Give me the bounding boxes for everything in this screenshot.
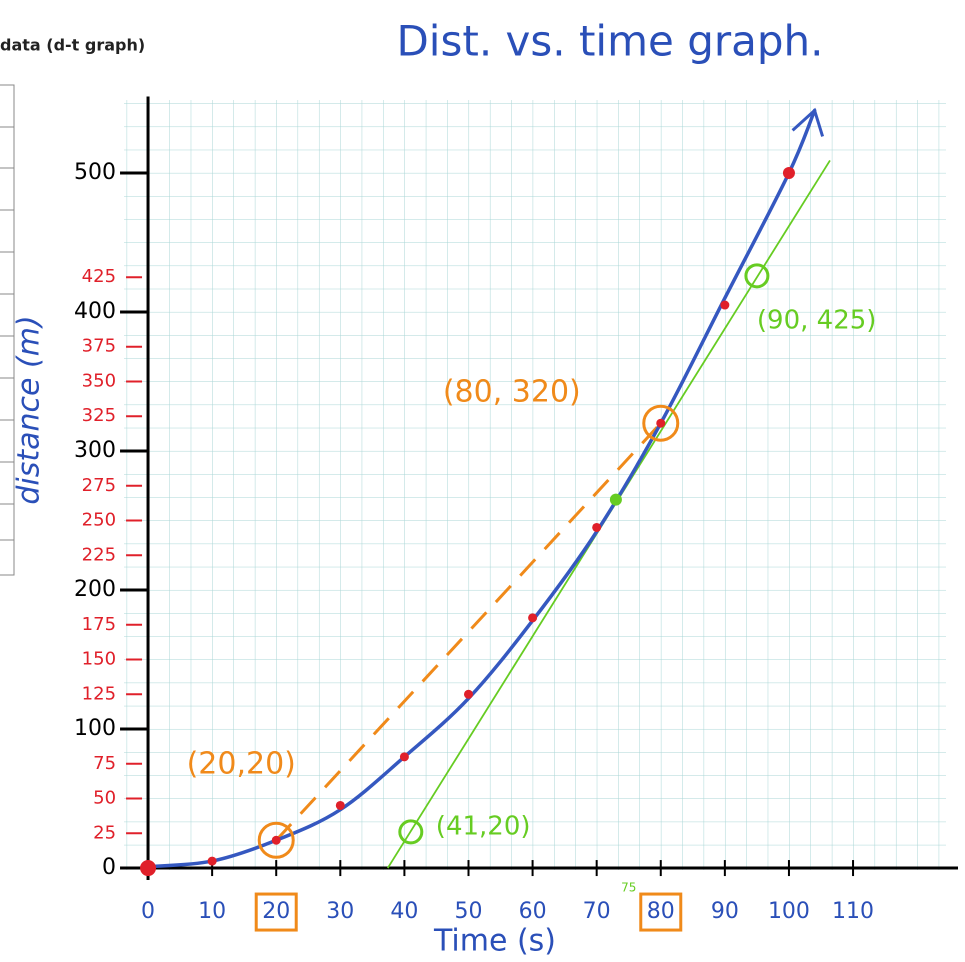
x-tick-label: 60: [519, 899, 547, 924]
data-point: [464, 690, 473, 699]
x-tick-label: 10: [198, 899, 226, 924]
annotation-label: (90, 425): [757, 305, 877, 335]
annotation-label: (20,20): [187, 747, 296, 782]
y-minor-tick-label: 75: [93, 753, 116, 774]
x-tick-label: 30: [326, 899, 354, 924]
data-point: [140, 860, 156, 876]
x-tick-label: 70: [583, 899, 611, 924]
annotation-label: (41,20): [436, 811, 531, 841]
note: 75: [621, 881, 636, 895]
data-point: [336, 801, 345, 810]
y-axis-label: distance (m): [12, 315, 47, 504]
annotation-label: (80, 320): [443, 375, 581, 410]
x-tick-label: 50: [454, 899, 482, 924]
x-tick-label: 110: [832, 899, 874, 924]
y-minor-tick-label: 50: [93, 788, 116, 809]
x-tick-label: 0: [141, 899, 155, 924]
header: data (d-t graph): [0, 36, 145, 55]
y-minor-tick-label: 325: [82, 405, 116, 426]
y-tick-label: 400: [74, 299, 116, 324]
x-tick-label: 90: [711, 899, 739, 924]
data-point: [592, 523, 601, 532]
x-tick-label: 100: [768, 899, 810, 924]
y-minor-tick-label: 25: [93, 822, 116, 843]
data-point: [208, 857, 217, 866]
y-minor-tick-label: 125: [82, 683, 116, 704]
y-minor-tick-label: 150: [82, 649, 116, 670]
y-tick-label: 100: [74, 716, 116, 741]
y-minor-tick-label: 350: [82, 370, 116, 391]
data-point: [528, 613, 537, 622]
data-point: [720, 301, 729, 310]
y-minor-tick-label: 175: [82, 614, 116, 635]
x-tick-label: 80: [647, 899, 675, 924]
tangent-point: [610, 494, 622, 506]
page: data (d-t graph) Dist. vs. time graph. T…: [0, 0, 965, 962]
x-tick-label: 40: [390, 899, 418, 924]
data-point: [783, 167, 795, 179]
y-tick-label: 300: [74, 438, 116, 463]
data-point: [272, 836, 281, 845]
y-minor-tick-label: 225: [82, 544, 116, 565]
chart-title: Dist. vs. time graph.: [396, 17, 823, 66]
chart: data (d-t graph) Dist. vs. time graph. T…: [0, 0, 965, 962]
x-tick-label: 20: [262, 899, 290, 924]
y-minor-tick-label: 250: [82, 510, 116, 531]
y-minor-tick-label: 375: [82, 336, 116, 357]
x-axis-label: Time (s): [433, 924, 556, 959]
y-minor-tick-label: 275: [82, 475, 116, 496]
y-minor-tick-label: 425: [82, 266, 116, 287]
data-point: [656, 419, 665, 428]
data-point: [400, 752, 409, 761]
y-tick-label: 500: [74, 160, 116, 185]
y-tick-label: 0: [102, 855, 116, 880]
y-tick-label: 200: [74, 577, 116, 602]
